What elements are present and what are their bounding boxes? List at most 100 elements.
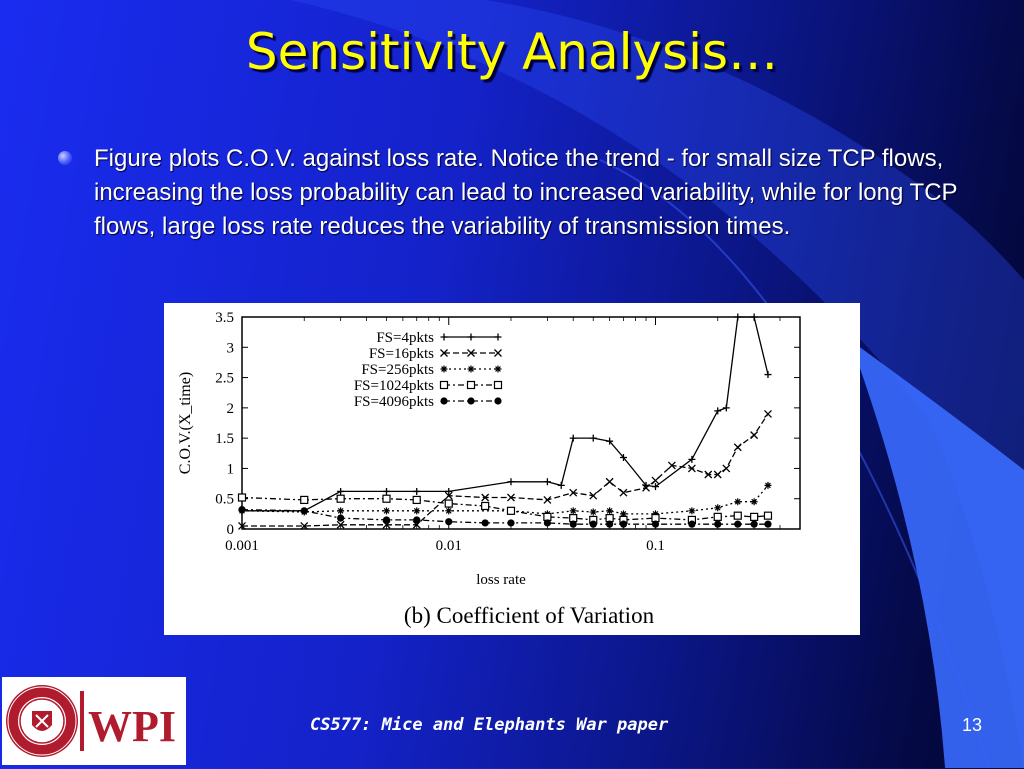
data-point	[494, 349, 502, 357]
data-point	[467, 333, 475, 341]
legend-label: FS=1024pkts	[354, 378, 434, 394]
data-point	[714, 504, 722, 512]
y-tick-label: 2	[227, 401, 235, 417]
y-tick-label: 0.5	[215, 492, 234, 508]
data-point	[764, 520, 772, 528]
data-point	[619, 488, 628, 497]
data-point	[688, 507, 696, 515]
cov-line-chart: 0 0.5 1 1.5 2 2.5 3 3.5 0.001 0.01 0.1 loss rate C.O…	[177, 310, 801, 628]
x-tick-label: 0.01	[436, 538, 462, 554]
y-tick-label: 3	[227, 340, 235, 356]
data-point	[336, 520, 345, 529]
data-point	[413, 516, 421, 524]
data-point	[750, 520, 758, 528]
y-axis-label: C.O.V.(X_time)	[177, 372, 194, 474]
data-point	[440, 365, 448, 373]
x-tick-label: 0.1	[646, 538, 665, 554]
data-point	[619, 520, 628, 528]
data-point	[589, 508, 597, 516]
data-point	[651, 476, 660, 485]
data-point	[494, 365, 502, 373]
data-point	[750, 431, 759, 440]
data-point	[444, 499, 453, 508]
y-tick-label: 1.5	[215, 431, 234, 447]
data-point	[606, 520, 614, 528]
data-point	[439, 380, 449, 390]
data-point	[763, 511, 773, 520]
data-point	[619, 454, 627, 462]
data-point	[750, 313, 758, 321]
bullet-text: Figure plots C.O.V. against loss rate. N…	[94, 145, 958, 240]
data-point	[494, 397, 502, 405]
data-point	[238, 506, 246, 514]
data-point	[481, 493, 490, 502]
data-point	[467, 397, 475, 405]
data-point	[651, 520, 660, 528]
chart-figure: 0 0.5 1 1.5 2 2.5 3 3.5 0.001 0.01 0.1 loss rate C.O…	[164, 303, 860, 635]
data-point	[589, 520, 597, 528]
data-point	[300, 522, 309, 530]
data-point	[445, 507, 453, 515]
wpi-seal-icon: WPI	[6, 685, 176, 757]
data-point	[764, 481, 772, 489]
data-point	[569, 488, 578, 497]
data-point	[606, 437, 614, 445]
data-point	[714, 407, 722, 415]
data-point	[688, 455, 696, 463]
series-line	[241, 484, 769, 515]
data-point	[734, 520, 742, 528]
data-point	[543, 519, 551, 527]
x-axis-label: loss rate	[476, 572, 526, 588]
data-point	[507, 478, 515, 486]
data-point	[764, 371, 772, 379]
data-point	[507, 519, 515, 527]
data-point	[543, 478, 551, 486]
data-point	[494, 333, 502, 341]
wpi-logo: WPI	[2, 677, 186, 765]
bullet-point: Figure plots C.O.V. against loss rate. N…	[58, 142, 968, 244]
data-point	[713, 470, 722, 479]
series-line	[242, 413, 769, 527]
data-point	[764, 409, 772, 418]
data-point	[300, 507, 308, 515]
data-point	[642, 483, 650, 492]
data-point	[337, 514, 345, 522]
data-point	[413, 487, 421, 495]
data-point	[569, 507, 577, 515]
legend-label: FS=4096pkts	[354, 394, 434, 410]
data-point	[722, 464, 731, 473]
data-point	[733, 511, 742, 520]
data-point	[704, 470, 713, 479]
data-point	[238, 522, 246, 530]
data-point	[383, 487, 391, 495]
y-tick-label: 0	[227, 522, 235, 538]
data-point	[651, 510, 659, 518]
data-point	[336, 494, 345, 503]
data-point	[605, 477, 614, 486]
data-point	[481, 501, 490, 511]
data-point	[445, 487, 453, 495]
data-point	[569, 520, 577, 528]
data-point	[507, 493, 515, 502]
footer-text: CS577: Mice and Elephants War paper	[310, 715, 669, 735]
data-point	[445, 518, 453, 526]
data-point	[713, 512, 722, 521]
data-point	[440, 333, 448, 341]
data-point	[481, 519, 489, 527]
data-point	[382, 494, 391, 503]
data-point	[714, 520, 722, 528]
data-point	[589, 491, 598, 500]
data-point	[734, 313, 742, 321]
data-point	[383, 507, 391, 515]
wpi-wordmark: WPI	[88, 702, 176, 751]
data-point	[605, 513, 614, 523]
data-point	[688, 520, 696, 528]
series-line	[242, 316, 769, 512]
data-point	[506, 506, 516, 515]
data-point	[440, 349, 448, 357]
data-point	[413, 507, 421, 515]
y-tick-label: 1	[227, 461, 235, 477]
data-point	[467, 349, 475, 357]
data-point	[651, 483, 659, 491]
data-point	[589, 434, 597, 442]
